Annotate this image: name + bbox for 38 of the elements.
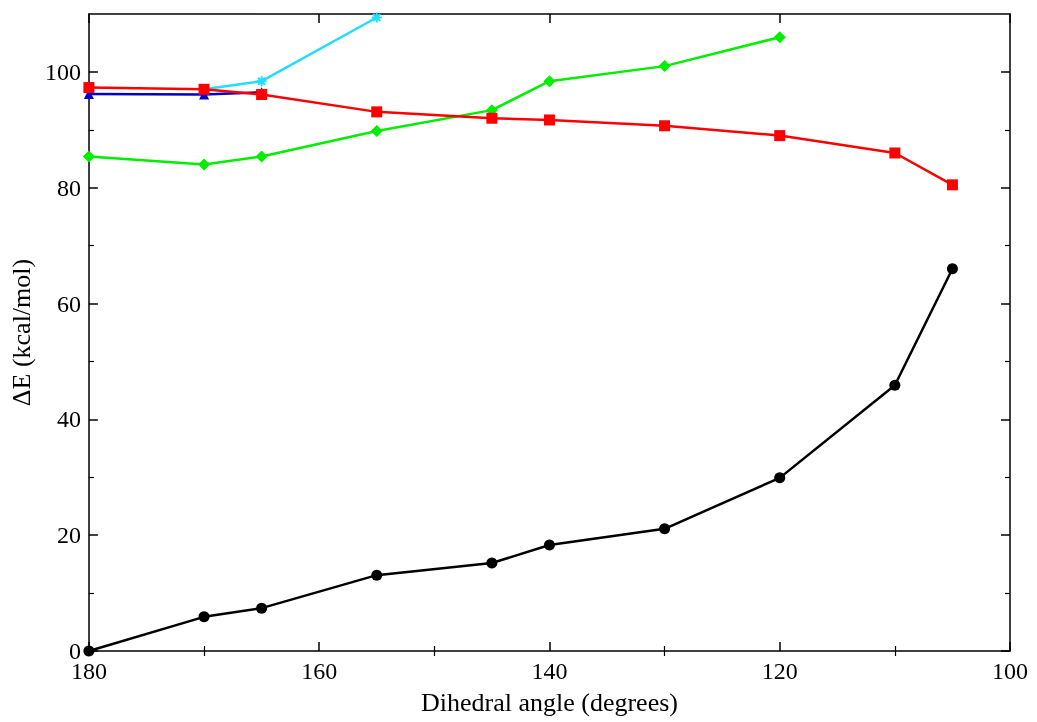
point xyxy=(773,31,786,44)
x-tick-label: 160 xyxy=(301,658,338,684)
point xyxy=(659,523,671,535)
point xyxy=(946,263,958,275)
point xyxy=(83,645,95,657)
point xyxy=(371,106,383,118)
point xyxy=(371,569,383,581)
y-tick-label: 40 xyxy=(56,406,81,433)
point xyxy=(889,379,901,391)
point xyxy=(543,114,555,126)
point xyxy=(82,150,95,163)
x-tick-label: 140 xyxy=(531,658,568,684)
point xyxy=(486,112,498,124)
point xyxy=(198,158,211,171)
point xyxy=(774,472,786,484)
y-tick-label: 80 xyxy=(56,174,81,201)
y-axis-title: ΔE (kcal/mol) xyxy=(6,258,36,407)
point xyxy=(774,130,786,142)
point xyxy=(658,60,671,73)
x-tick-label: 120 xyxy=(761,658,798,684)
point xyxy=(83,82,95,94)
point xyxy=(659,120,671,132)
point xyxy=(946,179,958,191)
point xyxy=(198,611,210,623)
point xyxy=(370,11,383,24)
point xyxy=(543,539,555,551)
y-tick-label: 100 xyxy=(44,58,81,85)
point xyxy=(255,75,268,88)
point xyxy=(543,75,556,88)
point xyxy=(486,557,498,569)
point xyxy=(255,150,268,163)
point xyxy=(370,124,383,137)
x-axis-title: Dihedral angle (degrees) xyxy=(420,687,678,717)
x-tick-label: 100 xyxy=(992,658,1028,684)
y-tick-label: 60 xyxy=(56,290,81,317)
point xyxy=(256,602,268,614)
point xyxy=(889,147,901,159)
y-tick-label: 20 xyxy=(56,522,81,549)
